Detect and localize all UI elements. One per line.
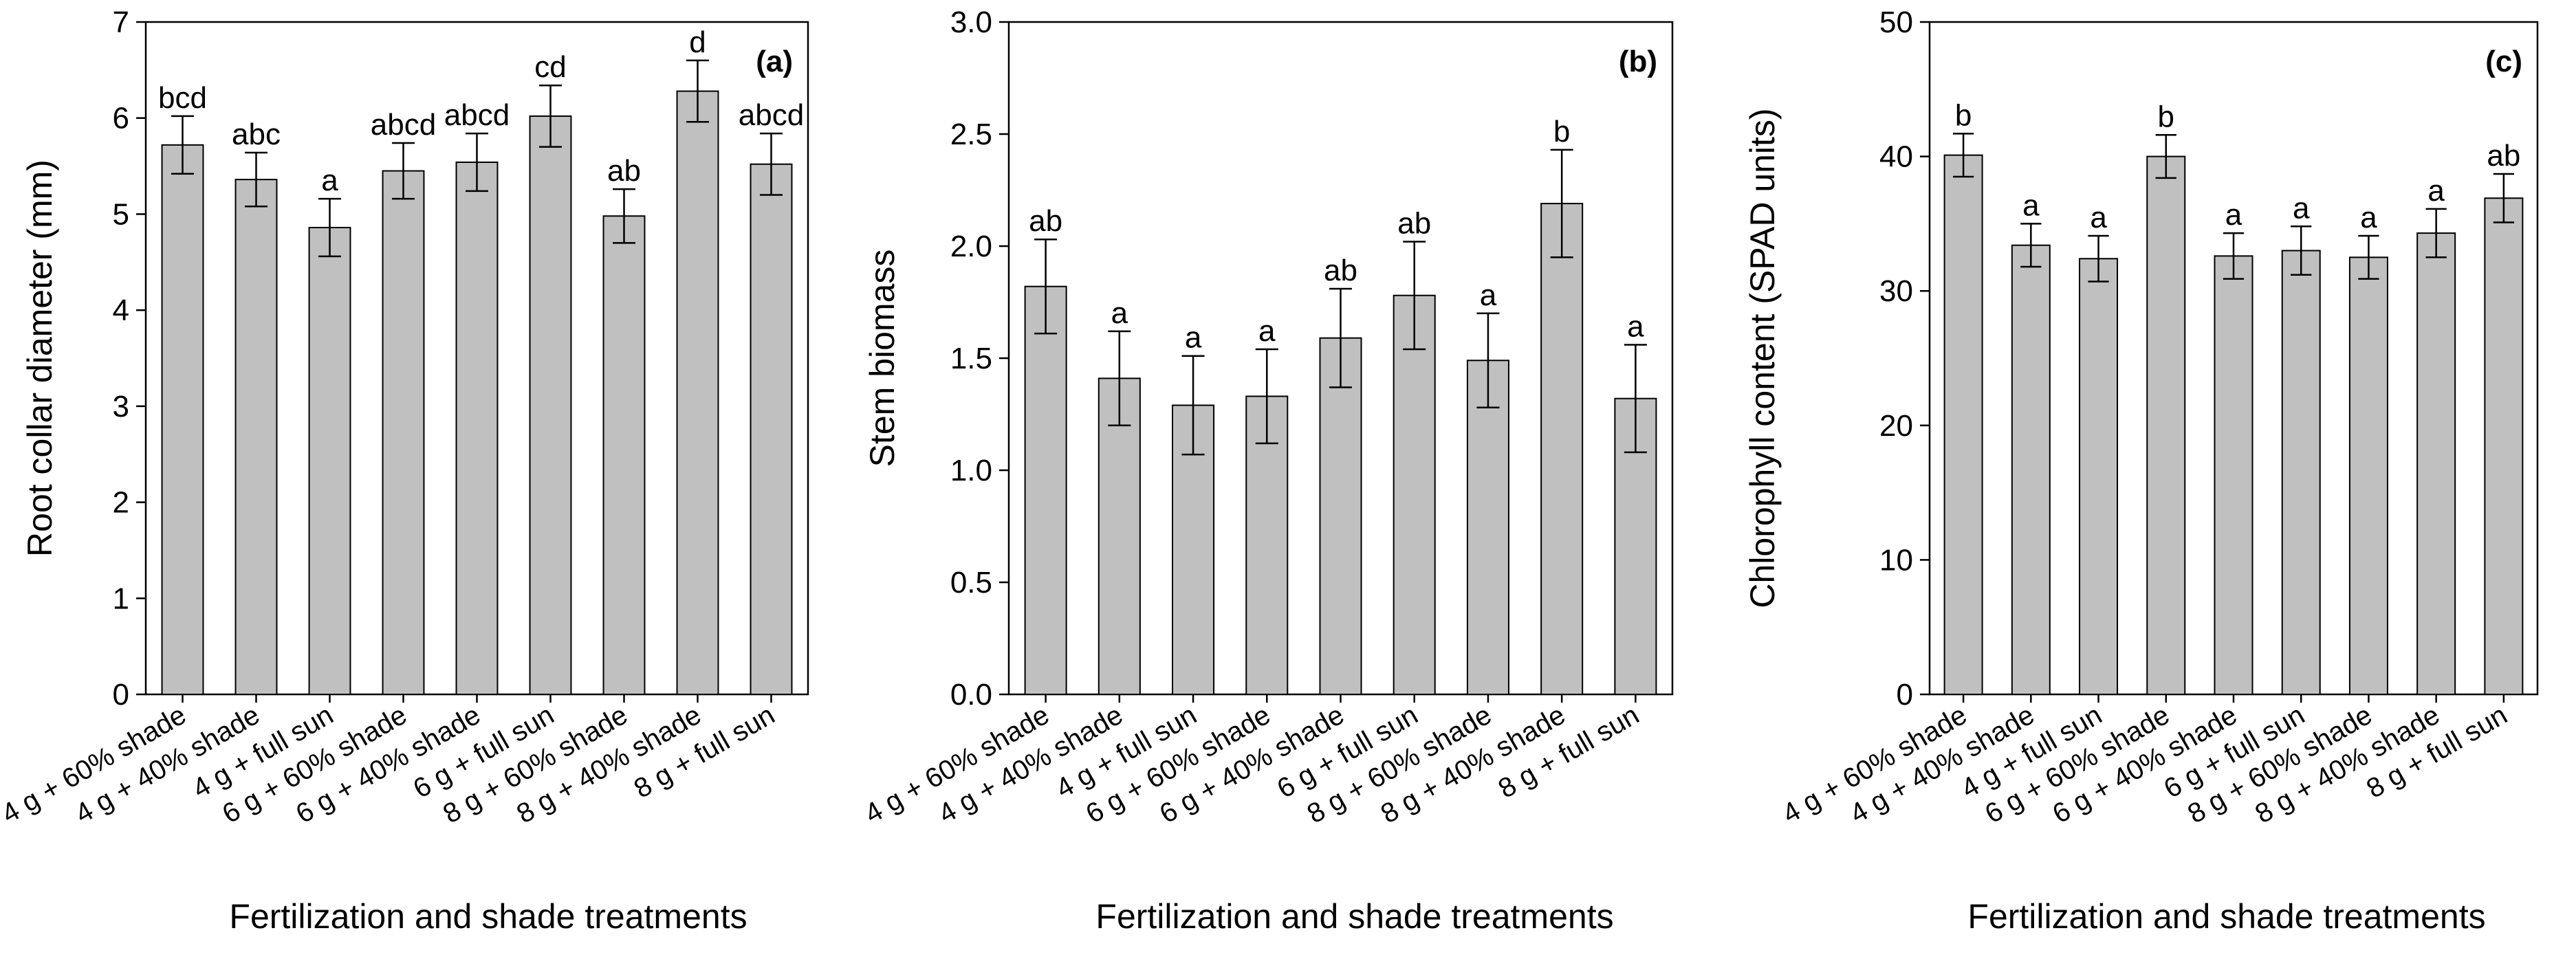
significance-letter: bcd xyxy=(158,81,207,115)
y-tick-label: 50 xyxy=(1879,6,1913,39)
significance-letter: a xyxy=(2022,188,2040,222)
y-tick-label: 2.5 xyxy=(950,118,992,151)
y-tick-label: 20 xyxy=(1879,409,1913,443)
y-tick-label: 2 xyxy=(113,486,129,520)
bar xyxy=(2281,250,2321,695)
bar xyxy=(676,90,719,695)
bar xyxy=(1466,360,1509,695)
y-tick-label: 0 xyxy=(113,678,129,712)
bar xyxy=(2416,232,2456,696)
y-tick-label: 1 xyxy=(113,582,129,615)
bar xyxy=(308,226,351,695)
y-tick-label: 0 xyxy=(1897,678,1913,712)
bar xyxy=(2079,258,2119,696)
y-tick-label: 7 xyxy=(113,6,129,39)
bar xyxy=(2214,255,2253,695)
y-axis-title: Chlorophyll content (SPAD units) xyxy=(1743,108,1782,608)
y-tick-label: 1.5 xyxy=(950,342,992,375)
panel-label: (b) xyxy=(1619,45,1657,78)
significance-letter: b xyxy=(1955,98,1972,132)
y-tick-label: 40 xyxy=(1879,140,1913,174)
bar xyxy=(382,170,425,696)
significance-letter: a xyxy=(1185,321,1202,355)
y-axis-title: Stem biomass xyxy=(863,250,902,468)
significance-letter: ab xyxy=(2487,139,2520,173)
bar xyxy=(2484,197,2524,695)
panel-label: (c) xyxy=(2485,45,2522,78)
significance-letter: ab xyxy=(1029,204,1062,238)
y-tick-label: 0.0 xyxy=(950,678,992,712)
x-axis-title: Fertilization and shade treatments xyxy=(1967,897,2485,936)
y-tick-label: 0.5 xyxy=(950,566,992,600)
y-tick-label: 3.0 xyxy=(950,6,992,39)
bar xyxy=(1943,154,1983,696)
bar xyxy=(1245,395,1289,695)
significance-letter: ab xyxy=(1397,206,1431,240)
bar xyxy=(1024,285,1067,695)
bar xyxy=(2348,256,2388,695)
y-tick-label: 1.0 xyxy=(950,454,992,487)
x-axis-title: Fertilization and shade treatments xyxy=(229,897,747,936)
significance-letter: a xyxy=(2293,191,2310,225)
bar xyxy=(602,215,646,696)
significance-letter: a xyxy=(321,164,338,197)
significance-letter: ab xyxy=(607,154,641,188)
significance-letter: b xyxy=(1553,115,1570,148)
bar xyxy=(234,179,278,696)
significance-letter: a xyxy=(1258,314,1276,348)
significance-letter: a xyxy=(1480,278,1497,312)
significance-letter: a xyxy=(2427,174,2445,208)
significance-letter: a xyxy=(1627,309,1644,343)
significance-letter: d xyxy=(689,25,706,59)
bar xyxy=(529,115,572,696)
y-tick-label: 4 xyxy=(113,294,129,327)
bar xyxy=(455,161,499,696)
y-tick-label: 2.0 xyxy=(950,230,992,263)
y-tick-label: 3 xyxy=(113,390,129,424)
significance-letter: a xyxy=(2225,198,2242,232)
significance-letter: abc xyxy=(232,118,281,151)
significance-letter: abcd xyxy=(739,98,804,132)
significance-letter: a xyxy=(2090,201,2107,234)
significance-letter: abcd xyxy=(371,108,436,142)
significance-letter: abcd xyxy=(444,98,510,132)
bar xyxy=(750,163,793,695)
bar xyxy=(1393,294,1436,696)
y-tick-label: 6 xyxy=(113,102,129,135)
significance-letter: cd xyxy=(534,50,566,84)
bar xyxy=(1319,337,1362,696)
y-tick-label: 5 xyxy=(113,197,129,231)
bar xyxy=(2011,244,2051,696)
y-tick-label: 30 xyxy=(1879,274,1913,308)
bar xyxy=(161,144,204,695)
y-tick-label: 10 xyxy=(1879,543,1913,577)
bar xyxy=(2146,155,2186,696)
x-axis-title: Fertilization and shade treatments xyxy=(1095,897,1613,936)
significance-letter: a xyxy=(1111,296,1128,330)
y-axis-title: Root collar diameter (mm) xyxy=(21,160,59,557)
significance-letter: b xyxy=(2158,100,2174,133)
significance-letter: a xyxy=(2360,201,2377,234)
panel-label: (a) xyxy=(756,45,793,78)
bar xyxy=(1540,203,1584,695)
significance-letter: ab xyxy=(1324,254,1357,287)
